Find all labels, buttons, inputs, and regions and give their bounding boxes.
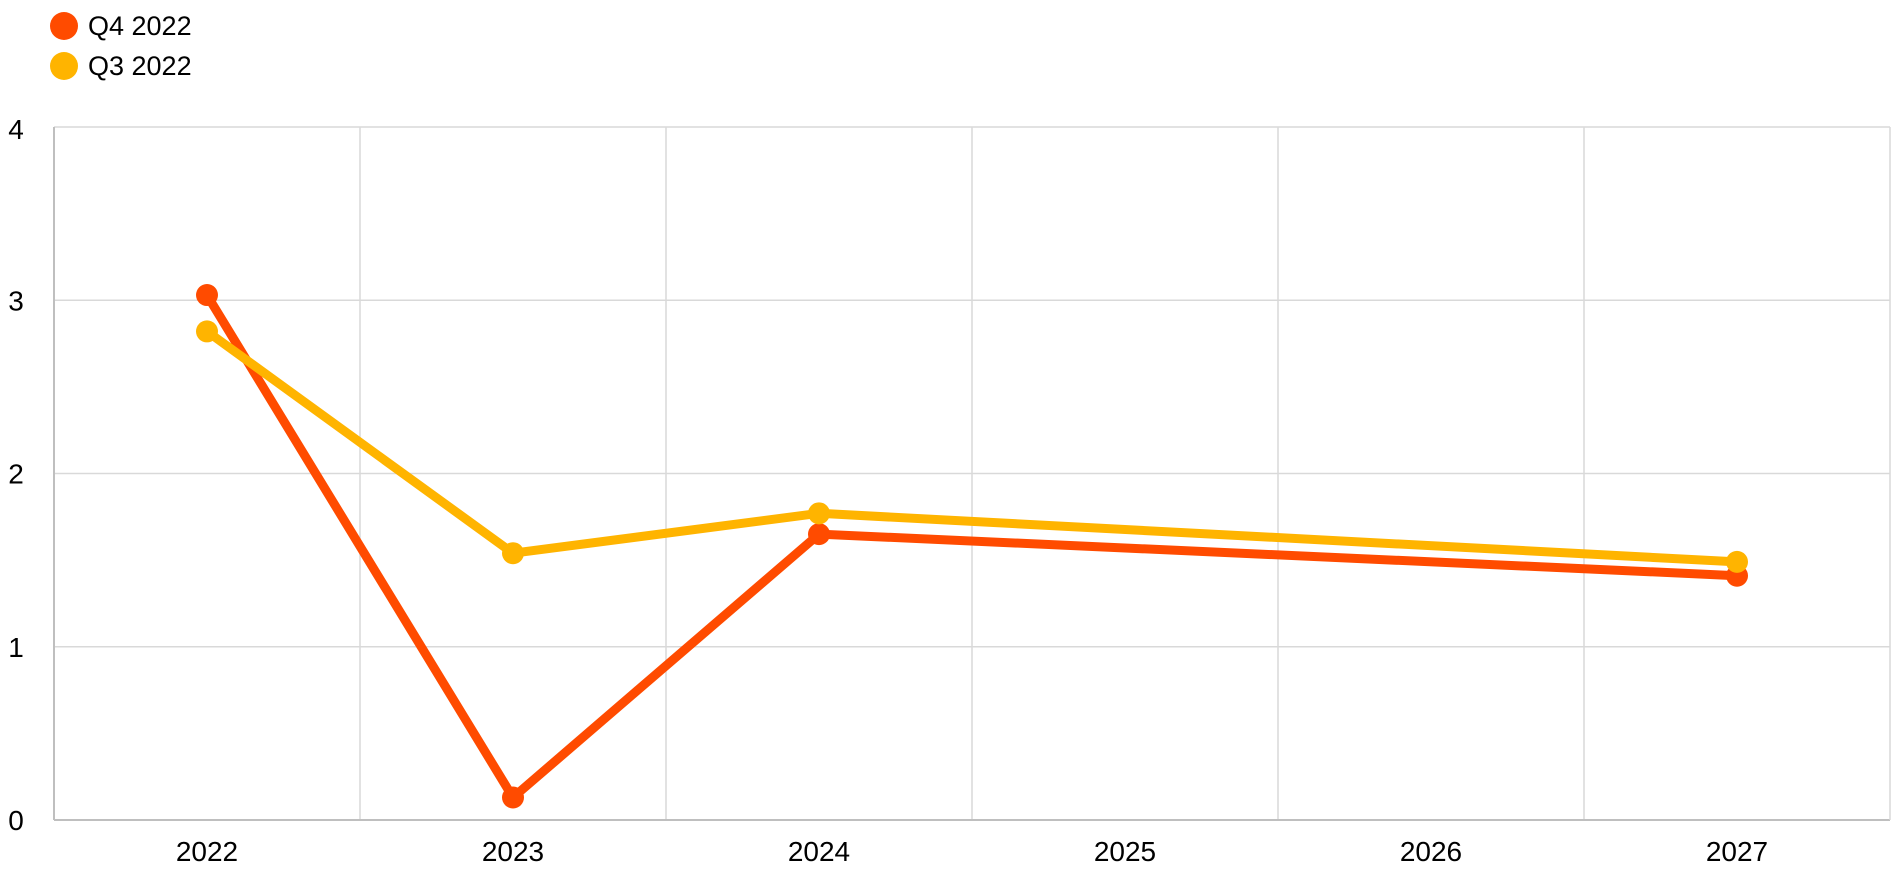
legend-item-q4-2022: Q4 2022 xyxy=(50,6,192,46)
y-tick-label: 2 xyxy=(8,459,24,490)
series-line-q3-2022 xyxy=(202,326,1742,567)
x-tick-label: 2022 xyxy=(176,836,238,867)
data-point-q3-2022 xyxy=(808,502,830,525)
legend-label-q3-2022: Q3 2022 xyxy=(88,50,192,81)
legend-marker-q3-2022 xyxy=(50,52,78,80)
x-tick-label: 2023 xyxy=(482,836,544,867)
data-point-q4-2022 xyxy=(502,786,524,809)
legend: Q4 2022 Q3 2022 xyxy=(50,6,192,86)
x-tick-label: 2027 xyxy=(1706,836,1768,867)
x-tick-label: 2024 xyxy=(788,836,850,867)
series-line-q4-2022 xyxy=(202,290,1742,802)
data-point-q4-2022 xyxy=(808,523,830,546)
legend-marker-q4-2022 xyxy=(50,12,78,40)
data-point-q3-2022 xyxy=(196,320,218,343)
x-tick-label: 2025 xyxy=(1094,836,1156,867)
x-tick-label: 2026 xyxy=(1400,836,1462,867)
y-tick-label: 4 xyxy=(8,114,24,145)
data-point-q3-2022 xyxy=(502,542,524,565)
legend-label-q4-2022: Q4 2022 xyxy=(88,10,192,41)
data-point-q4-2022 xyxy=(196,284,218,307)
y-tick-label: 1 xyxy=(8,632,24,663)
legend-item-q3-2022: Q3 2022 xyxy=(50,46,192,86)
y-tick-label: 0 xyxy=(8,805,24,836)
data-point-q3-2022 xyxy=(1726,550,1748,573)
y-tick-label: 3 xyxy=(8,285,24,316)
